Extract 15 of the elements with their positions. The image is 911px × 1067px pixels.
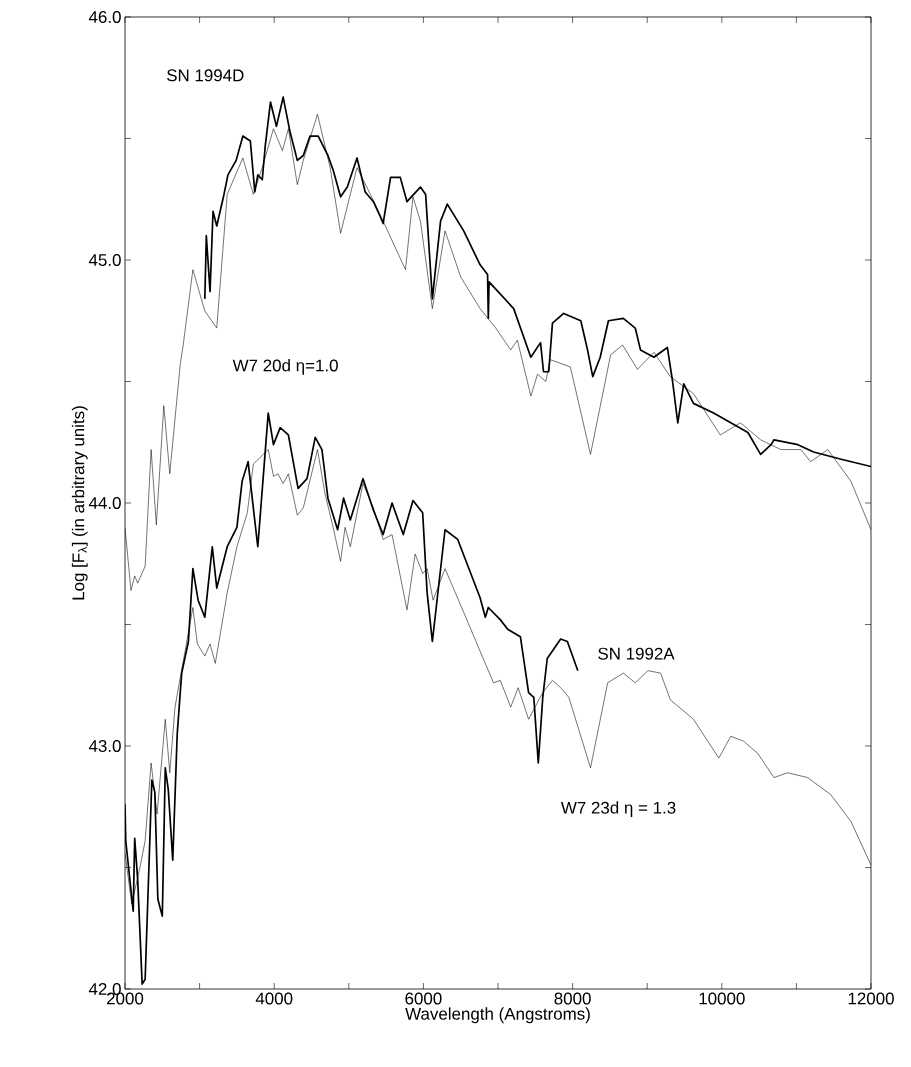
x-axis-title: Wavelength (Angstroms) bbox=[405, 1007, 590, 1024]
text: SN 1994D bbox=[167, 69, 244, 82]
y-axis-title: Log [F$_{λ}$] (in arbitrary units) bbox=[71, 406, 88, 600]
x-tick-label: 8000 bbox=[554, 992, 591, 1005]
x-tick-label: 10000 bbox=[699, 992, 745, 1005]
y-tick-label: 44.0 bbox=[88, 497, 121, 509]
y-tick-label: 46.0 bbox=[88, 10, 121, 23]
y-tick-label: 45.0 bbox=[88, 253, 121, 266]
y-tick-label: 43.0 bbox=[88, 740, 121, 752]
x-tick-label: 4000 bbox=[255, 992, 293, 1005]
x-tick-label: 12000 bbox=[848, 992, 894, 1005]
text: W7 23d η = 1.3 bbox=[560, 801, 676, 818]
series-label: SN 1992A bbox=[598, 647, 675, 660]
x-tick-label: 6000 bbox=[405, 992, 442, 1005]
text: W7 20d η=1.0 bbox=[232, 359, 338, 375]
